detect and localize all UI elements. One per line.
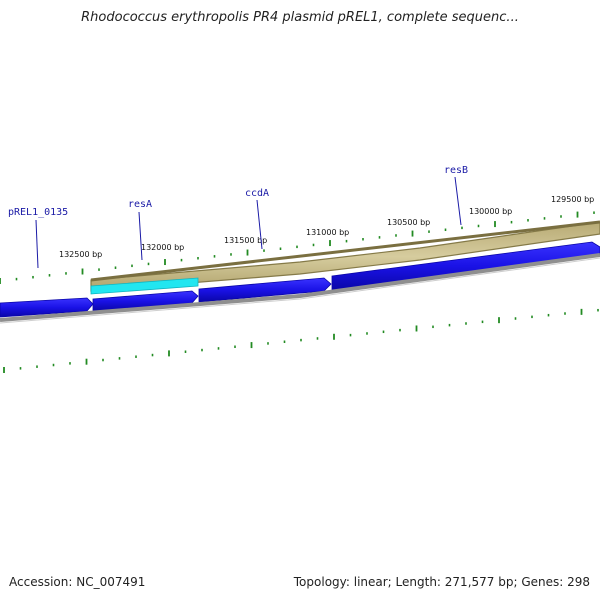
summary-text: Topology: linear; Length: 271,577 bp; Ge… bbox=[293, 575, 590, 589]
tick-label: 131000 bp bbox=[306, 228, 349, 237]
accession-text: Accession: NC_007491 bbox=[9, 575, 146, 589]
gene-arrow-pREL1_0135[interactable] bbox=[0, 297, 94, 318]
gene-label-group[interactable]: resA bbox=[128, 199, 152, 261]
gene-leader-line bbox=[35, 219, 39, 269]
tick-label: 130500 bp bbox=[387, 218, 430, 227]
tick-label: 132000 bp bbox=[141, 243, 184, 252]
tick-label: 130000 bp bbox=[469, 207, 512, 216]
tick-labels: 132500 bp 132000 bp 131500 bp 131000 bp … bbox=[59, 195, 594, 259]
gene-leader-line bbox=[256, 199, 263, 250]
sequence-backbone-shadow bbox=[0, 257, 600, 324]
tick-label: 132500 bp bbox=[59, 250, 102, 259]
map-title: Rhodococcus erythropolis PR4 plasmid pRE… bbox=[81, 10, 519, 25]
gene-label-resA[interactable]: resA bbox=[128, 199, 152, 210]
gene-label-group[interactable]: ccdA bbox=[245, 188, 269, 250]
inner-scale-ticks bbox=[3, 308, 599, 373]
gene-label-ccdA[interactable]: ccdA bbox=[245, 188, 269, 199]
gene-arrow-resB[interactable] bbox=[331, 241, 600, 291]
gene-leader-line bbox=[454, 176, 462, 226]
gene-label-group[interactable]: pREL1_0135 bbox=[8, 207, 68, 269]
outer-scale-ticks bbox=[0, 211, 595, 284]
gene-arrow-ccdA[interactable] bbox=[198, 277, 332, 303]
feature-band-edge bbox=[90, 220, 600, 282]
tick-label: 129500 bp bbox=[551, 195, 594, 204]
gene-label-pREL1_0135[interactable]: pREL1_0135 bbox=[8, 207, 68, 218]
tick-label: 131500 bp bbox=[224, 236, 267, 245]
gene-arrow-resA[interactable] bbox=[92, 290, 199, 312]
sequence-backbone bbox=[0, 253, 600, 322]
gene-label-group[interactable]: resB bbox=[444, 165, 468, 226]
resA-highlight[interactable] bbox=[90, 277, 199, 295]
gene-label-resB[interactable]: resB bbox=[444, 165, 468, 176]
gene-leader-line bbox=[138, 211, 143, 261]
